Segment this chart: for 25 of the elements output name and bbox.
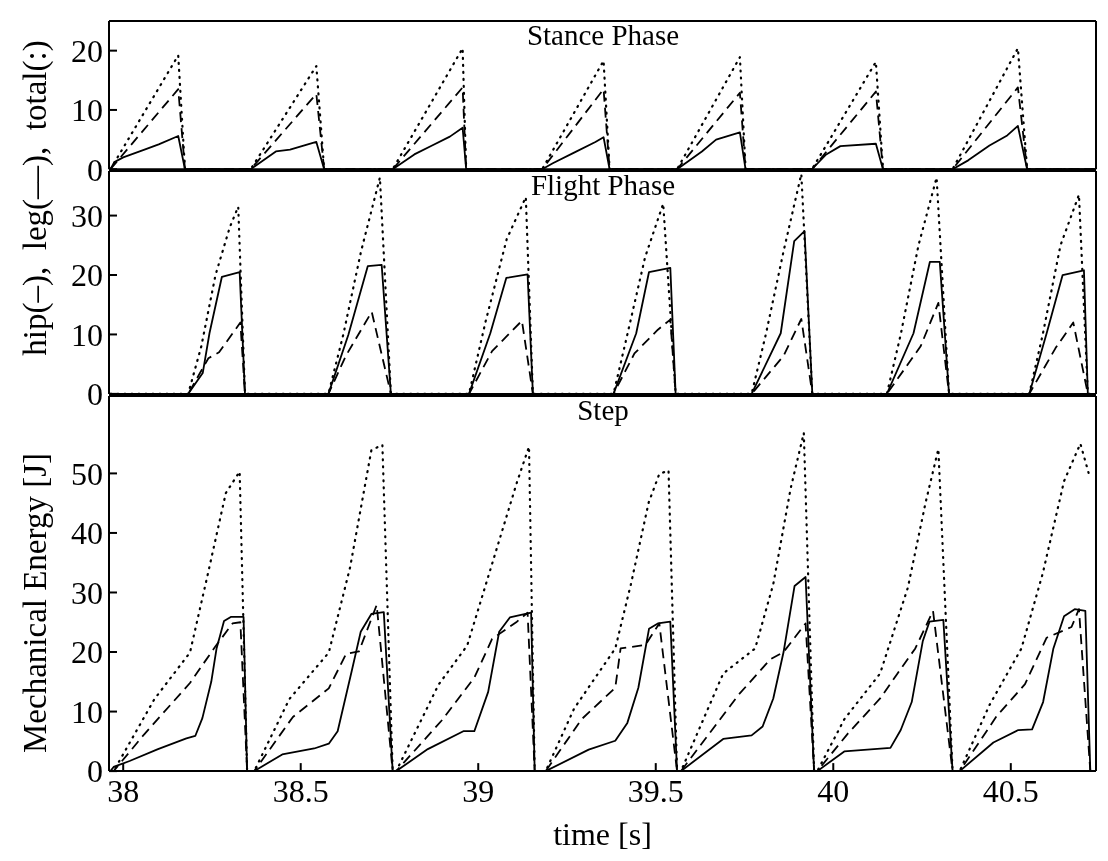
x-tick-label: 38	[107, 772, 140, 809]
y-tick-label: 40	[71, 515, 103, 552]
chart-title: Stance Phase	[525, 19, 681, 51]
x-tick-label: 39.5	[627, 772, 684, 809]
y-tick-label: 10	[71, 92, 103, 129]
y-tick-label: 30	[71, 198, 103, 235]
x-tick-label: 38.5	[272, 772, 329, 809]
y-tick-label: 50	[71, 455, 103, 492]
x-tick-label: 39	[462, 772, 495, 809]
x-tick-label: 40	[817, 772, 850, 809]
y-tick-label: 10	[71, 317, 103, 354]
y-axis-title: hip(–), leg(––), total(:)	[17, 40, 53, 356]
y-tick-label: 0	[87, 376, 103, 413]
x-tick-label: 40.5	[982, 772, 1039, 809]
chart-title: Step	[576, 394, 630, 427]
y-tick-label: 20	[71, 33, 103, 70]
x-axis-title: time [s]	[553, 816, 652, 853]
chart-title: Flight Phase	[529, 169, 677, 202]
y-axis-title: Mechanical Energy [J]	[17, 453, 53, 754]
y-tick-label: 0	[87, 151, 103, 188]
y-tick-label: 0	[87, 753, 103, 790]
y-tick-label: 10	[71, 694, 103, 731]
y-tick-label: 20	[71, 257, 103, 294]
y-tick-label: 20	[71, 634, 103, 671]
y-tick-label: 30	[71, 574, 103, 611]
